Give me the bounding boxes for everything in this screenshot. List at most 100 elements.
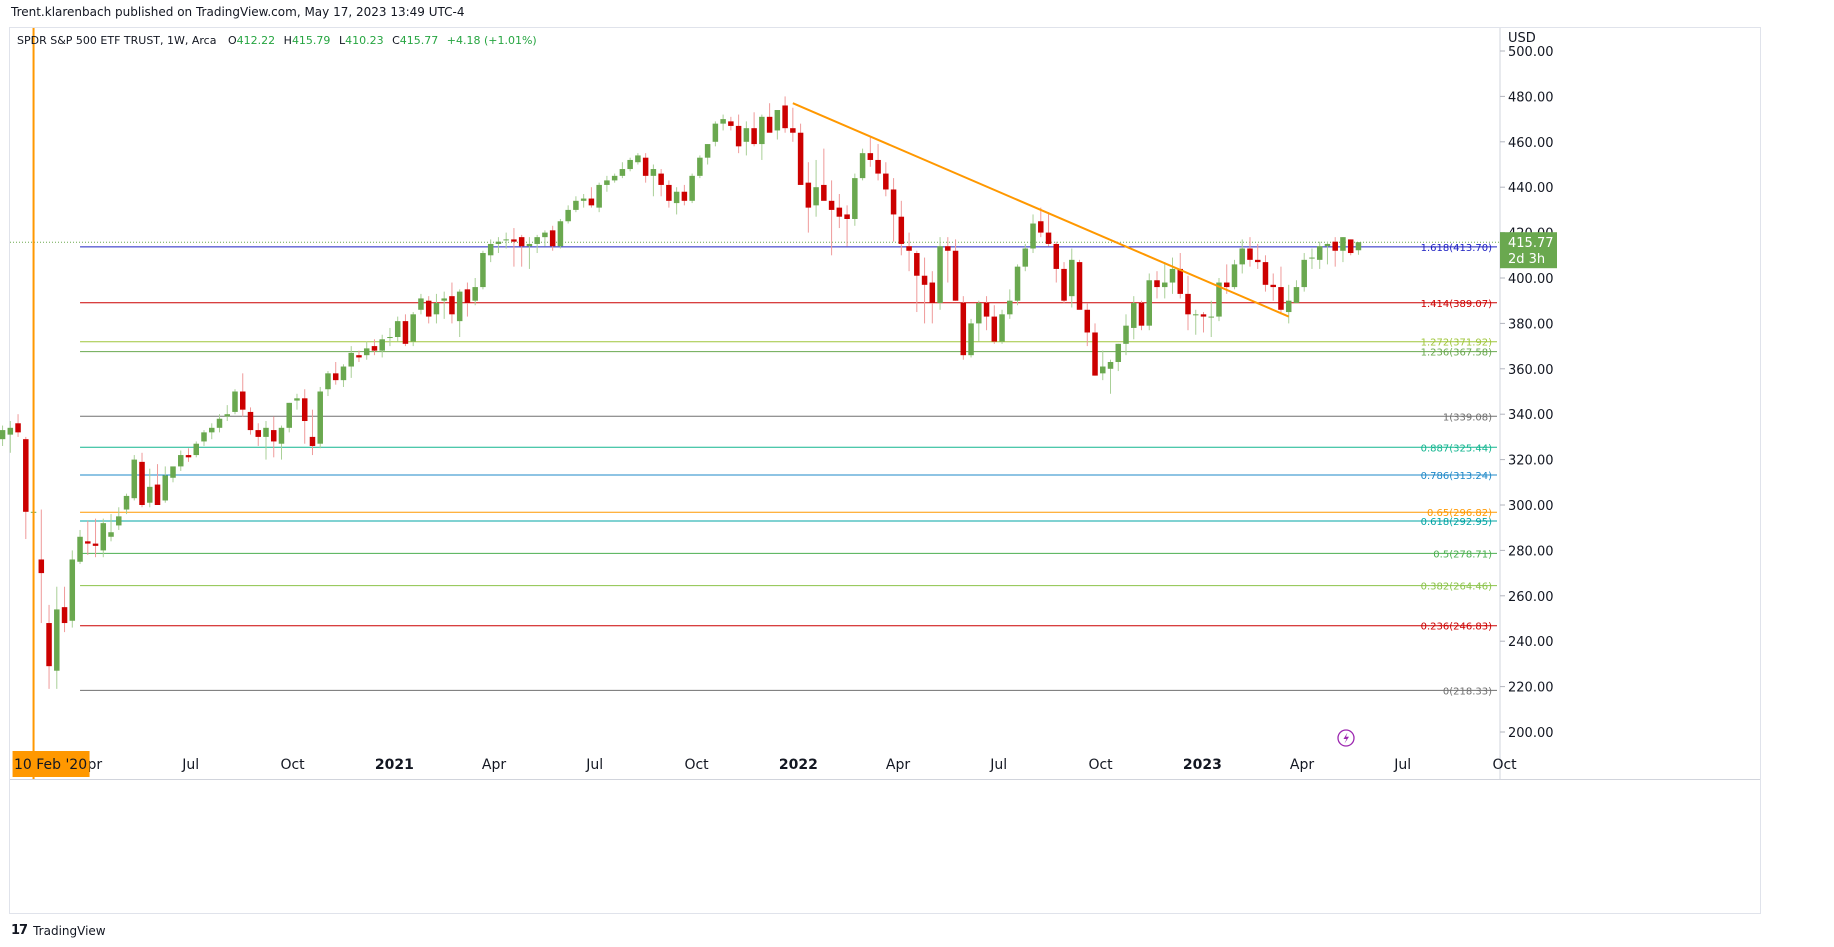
y-tick-label: 500.00 <box>1508 45 1554 60</box>
candle-body <box>472 287 478 301</box>
candle-body <box>1107 361 1114 369</box>
candle-body <box>154 484 161 505</box>
lightning-icon <box>1337 729 1355 747</box>
candle-body <box>1185 293 1191 315</box>
candle-body <box>410 314 416 342</box>
candle-body <box>1092 332 1098 376</box>
y-tick-label: 360.00 <box>1508 363 1554 378</box>
candle-body <box>1169 268 1176 283</box>
candle-body <box>666 184 672 201</box>
candle-body <box>247 411 254 431</box>
candle-body <box>518 237 525 247</box>
x-tick-label: Oct <box>1492 757 1517 773</box>
x-tick-label: 2022 <box>779 757 818 773</box>
candle-body <box>216 418 223 428</box>
candle-body <box>301 398 308 422</box>
trendline <box>792 102 1290 318</box>
candle-body <box>356 355 362 358</box>
candle-body <box>1208 316 1214 318</box>
fib-level-label: 0.786(313.24) <box>1421 471 1493 482</box>
candle-body <box>821 184 827 201</box>
candle-body <box>1301 259 1307 288</box>
candle-body <box>147 486 153 503</box>
candle-body <box>774 110 781 131</box>
x-tick-label: Jul <box>181 757 199 773</box>
candle-body <box>85 541 91 544</box>
candle-body <box>580 198 587 201</box>
candle-body <box>201 432 207 442</box>
candle-body <box>503 239 509 241</box>
candle-body <box>635 155 641 163</box>
x-tick-label: Apr <box>886 757 910 773</box>
candle-body <box>511 239 517 242</box>
candle-body <box>728 121 734 126</box>
candle-body <box>689 175 695 201</box>
candle-body <box>790 128 796 133</box>
candle-body <box>402 321 409 344</box>
close-value: 415.77 <box>399 34 439 47</box>
candle-body <box>108 532 114 537</box>
symbol-name[interactable]: SPDR S&P 500 ETF TRUST, 1W, Arca <box>17 34 217 47</box>
candle-body <box>54 609 60 671</box>
candle-body <box>348 352 354 367</box>
y-tick-label: 300.00 <box>1508 499 1554 514</box>
y-tick-label: 220.00 <box>1508 681 1554 696</box>
candle-body <box>131 459 138 499</box>
candle-body <box>255 430 261 437</box>
tradingview-logo[interactable]: 𝟭𝟳 TradingView <box>11 923 106 938</box>
candle-body <box>1053 243 1060 269</box>
x-tick-label: 2021 <box>375 757 414 773</box>
candle-body <box>976 302 982 324</box>
candle-body <box>1146 280 1153 326</box>
candle-body <box>278 427 285 444</box>
candle-body <box>828 200 835 210</box>
candle-body <box>673 191 680 204</box>
candle-body <box>1309 257 1315 259</box>
candle-body <box>464 289 471 303</box>
x-tick-label: Apr <box>482 757 506 773</box>
candle-body <box>1123 325 1129 344</box>
candle-body <box>1131 302 1137 328</box>
candle-body <box>38 559 45 574</box>
candle-body <box>270 430 277 442</box>
candle-body <box>991 316 998 342</box>
candle-body <box>371 346 378 351</box>
candle-body <box>1355 242 1362 251</box>
candle-body <box>852 178 858 219</box>
fib-level-label: 1(339.08) <box>1443 412 1492 423</box>
candle-body <box>224 414 230 417</box>
candle-body <box>596 184 602 208</box>
candle-body <box>123 495 130 510</box>
candle-body <box>332 373 339 381</box>
candle-body <box>759 116 765 145</box>
candle-body <box>23 439 29 512</box>
candle-body <box>1084 309 1091 333</box>
candle-body <box>1223 282 1230 288</box>
candle-body <box>968 323 974 356</box>
candle-body <box>1045 232 1052 244</box>
candle-body <box>627 159 633 170</box>
candle-body <box>604 180 610 185</box>
candle-body <box>844 214 850 219</box>
candle-body <box>456 291 463 322</box>
brand-name: TradingView <box>33 923 106 938</box>
bar-countdown: 2d 3h <box>1508 252 1545 267</box>
candle-body <box>836 207 843 217</box>
candle-body <box>937 246 943 303</box>
candle-body <box>642 157 649 176</box>
candle-body <box>921 275 928 285</box>
fib-level-label: 1.414(389.07) <box>1421 299 1493 310</box>
candle-body <box>914 253 920 276</box>
fib-level-label: 0(218.33) <box>1443 686 1492 697</box>
candle-body <box>960 302 967 356</box>
y-tick-label: 460.00 <box>1508 136 1554 151</box>
candle-body <box>611 175 618 181</box>
candle-body <box>1115 343 1122 362</box>
candle-body <box>929 282 936 303</box>
candle-body <box>340 366 347 381</box>
candle-body <box>239 391 246 410</box>
published-byline: Trent.klarenbach published on TradingVie… <box>11 5 465 19</box>
candle-body <box>294 398 300 401</box>
candle-body <box>867 153 874 160</box>
